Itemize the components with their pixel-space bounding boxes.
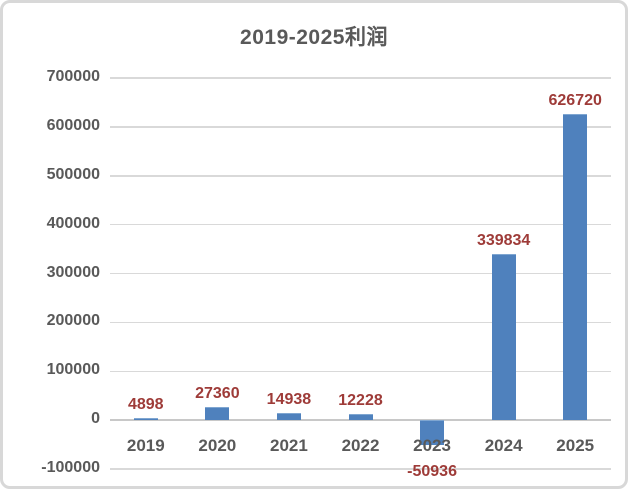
y-tick-label: 500000	[46, 165, 100, 183]
y-tick-label: 100000	[46, 361, 100, 379]
bar-2021	[276, 412, 301, 421]
x-axis-line	[110, 419, 611, 422]
y-tick-label: 600000	[46, 116, 100, 134]
data-label-2020: 27360	[195, 384, 240, 402]
y-tick-label: 400000	[46, 214, 100, 232]
bar-2020	[205, 406, 230, 421]
x-axis-label-2021: 2021	[270, 436, 308, 456]
x-axis-label-2023: 2023	[413, 436, 451, 456]
gridline	[110, 370, 611, 372]
data-label-2025: 626720	[548, 91, 602, 109]
bar-2019	[133, 417, 158, 421]
data-label-2022: 12228	[338, 392, 383, 410]
gridline	[110, 272, 611, 275]
gridline	[110, 223, 611, 226]
data-label-2023: -50936	[407, 463, 457, 481]
plot-area: 700000 600000 500000 400000 300000 200000 1000…	[3, 3, 625, 486]
gridline	[110, 321, 611, 324]
data-label-2024: 339834	[476, 232, 531, 250]
bar-2022	[348, 414, 373, 421]
y-tick-label: 300000	[46, 263, 100, 281]
x-axis-label-2024: 2024	[484, 436, 523, 456]
gridline	[110, 468, 611, 470]
bar-2025	[563, 113, 588, 421]
x-axis-label-2020: 2020	[198, 436, 237, 456]
x-axis-label-2019: 2019	[126, 436, 165, 456]
gridline	[110, 175, 611, 177]
y-tick-label: -100000	[41, 459, 100, 476]
y-tick-label: 700000	[46, 68, 100, 85]
bar-2023	[420, 420, 445, 446]
chart-title: 2019-2025利润	[240, 26, 388, 49]
x-axis-label-2022: 2022	[341, 436, 380, 456]
gridline	[110, 126, 611, 128]
data-label-2019: 4898	[127, 395, 164, 413]
data-label-2021: 14938	[266, 390, 312, 408]
x-axis-label-2025: 2025	[556, 436, 595, 456]
y-tick-label: 200000	[46, 312, 100, 330]
bar-2024	[491, 254, 516, 421]
y-tick-label: 0	[91, 410, 100, 428]
gridline	[110, 77, 611, 79]
